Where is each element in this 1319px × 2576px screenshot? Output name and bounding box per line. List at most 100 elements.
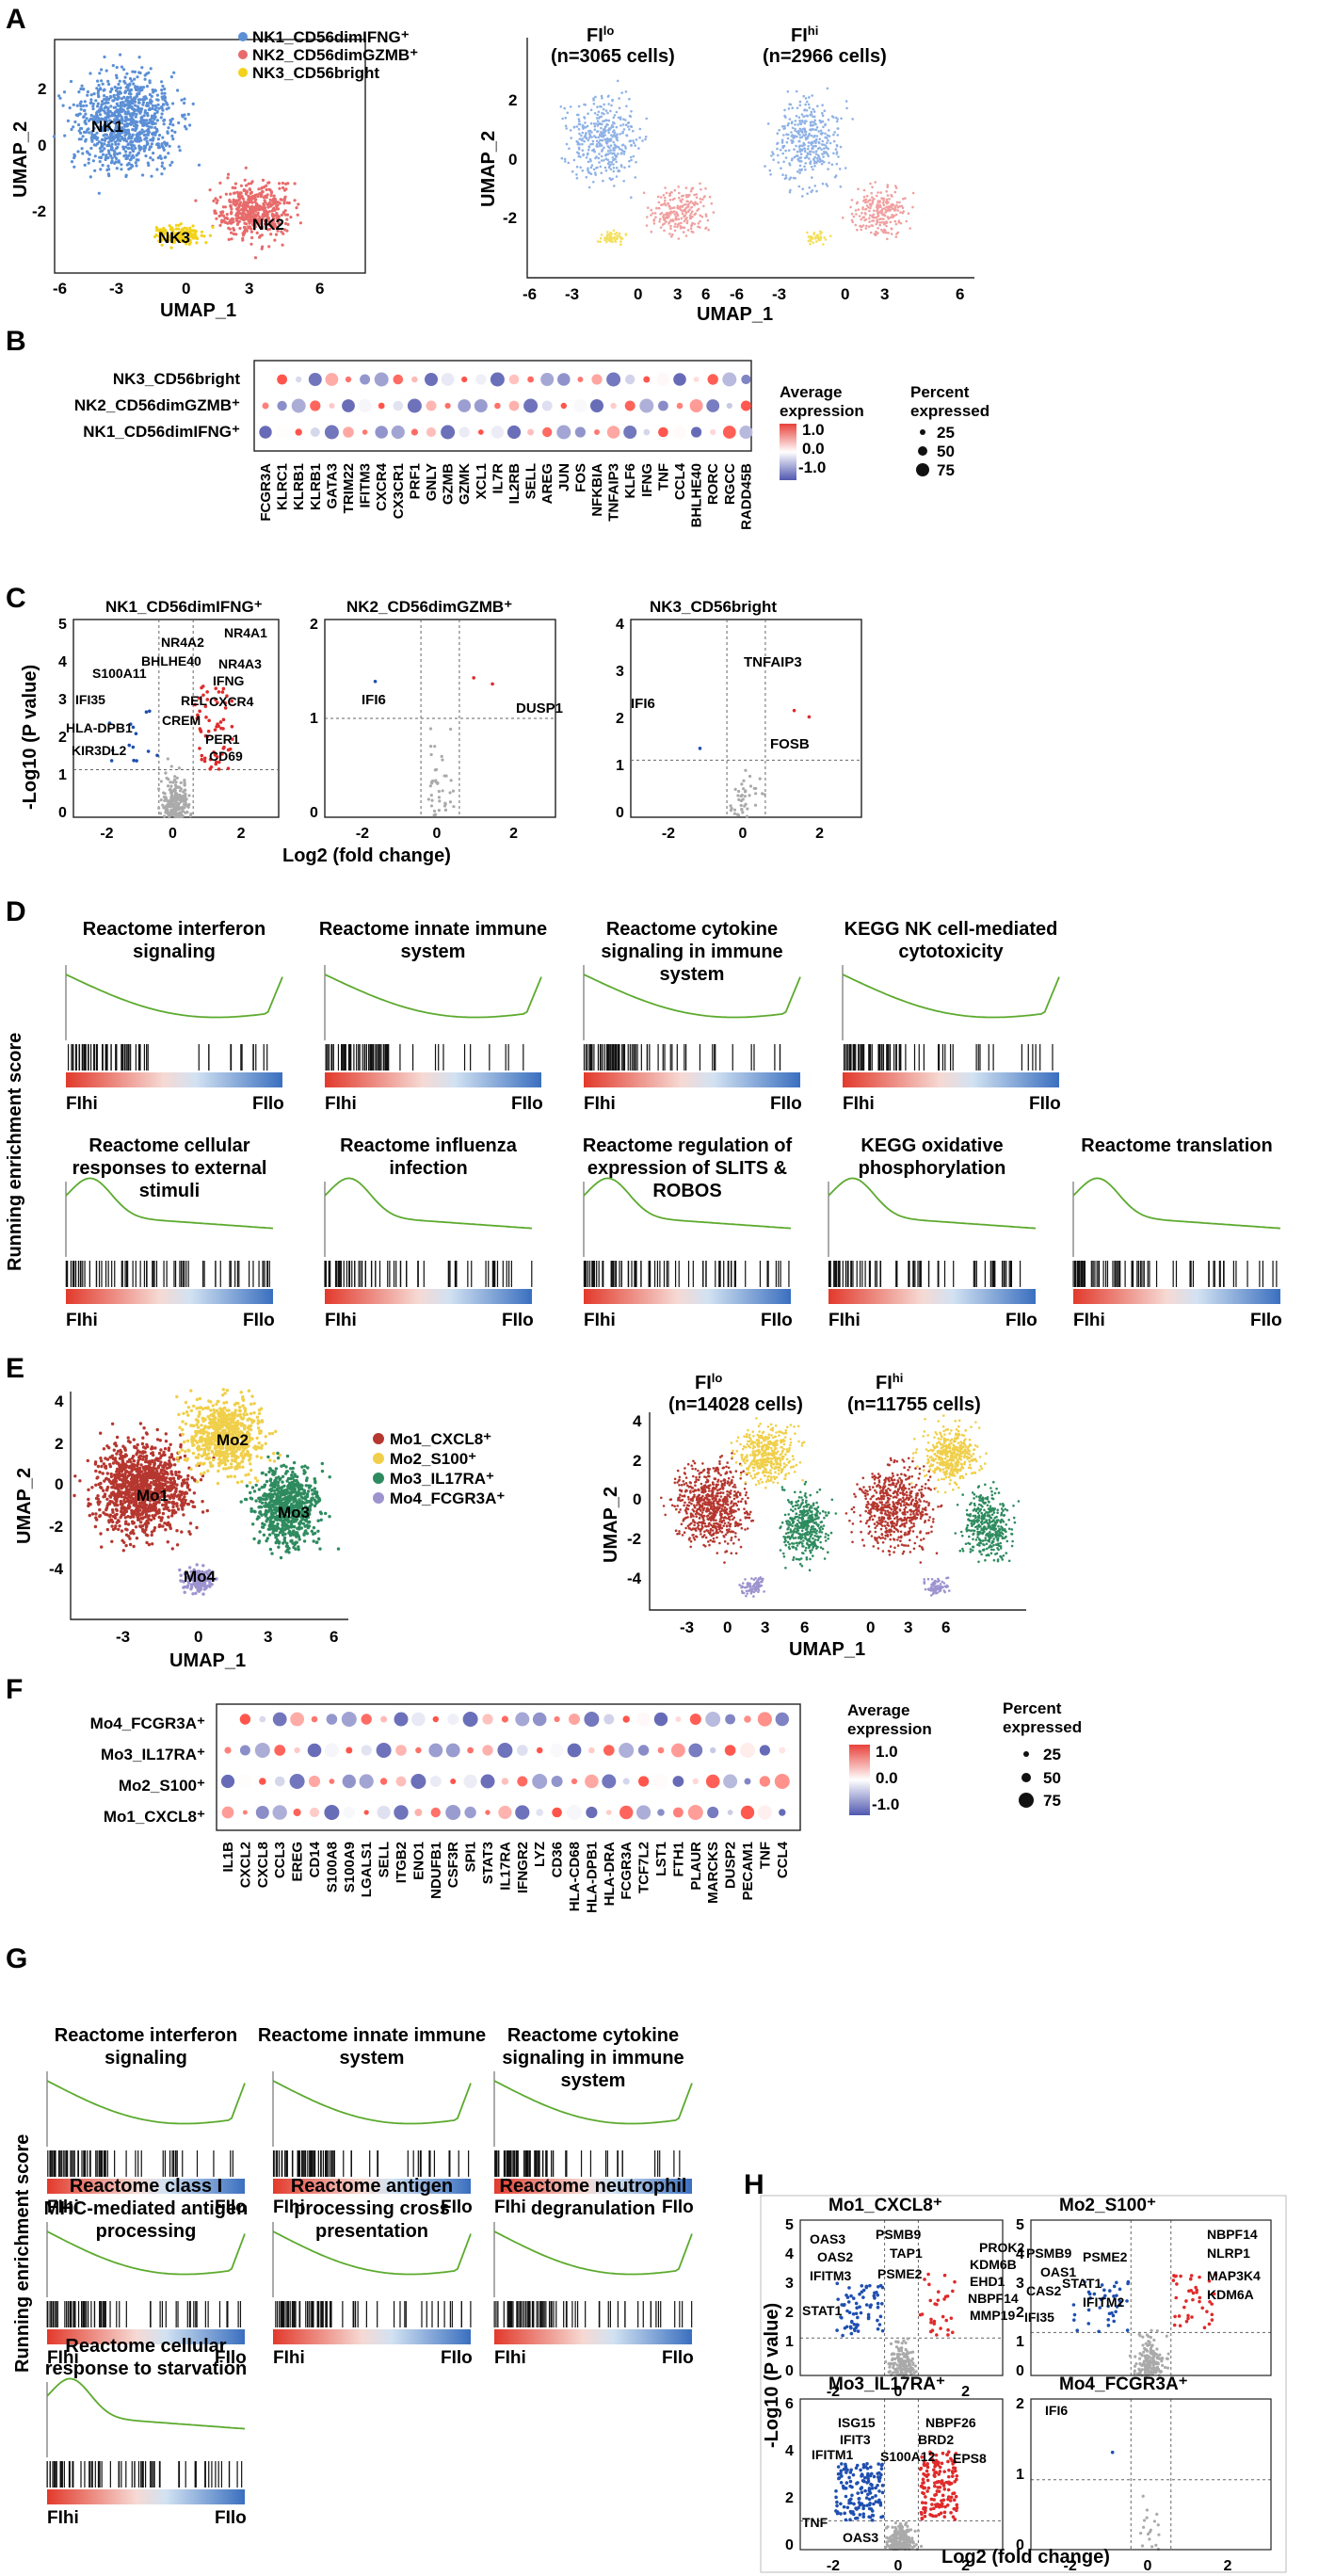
dot-f-23-2 bbox=[622, 1778, 630, 1785]
dot-b-25-0 bbox=[673, 373, 686, 386]
dot-b-19-0 bbox=[577, 377, 584, 382]
panel-h: -Log10 (P value) Log2 (fold change) Mo1_… bbox=[760, 2195, 1287, 2574]
gsea-d-row2-3-title-1: phosphorylation bbox=[859, 1158, 1006, 1179]
panel-d: Running enrichment score Reactome interf… bbox=[5, 919, 1282, 1330]
dot-f-18-0 bbox=[532, 1712, 547, 1727]
gsea-d-row2-2-title-2: ROBOS bbox=[652, 1181, 721, 1201]
volcano-c3-ytick-4: 0 bbox=[616, 805, 624, 821]
dot-f-22-0 bbox=[603, 1714, 615, 1725]
dot-f-20-0 bbox=[569, 1714, 580, 1725]
gsea-g-1-title-1: system bbox=[340, 2048, 405, 2069]
dot-f-29-1 bbox=[724, 1745, 736, 1756]
dot-f-24-3 bbox=[636, 1805, 651, 1820]
gsea-g-fi-1-right: FIlo bbox=[441, 2198, 473, 2217]
gsea-d-row2-fi-1-right: FIlo bbox=[502, 1311, 534, 1330]
umap-points-nk3 bbox=[153, 222, 215, 250]
dot-f-27-3 bbox=[687, 1805, 703, 1820]
dot-b-17-1 bbox=[541, 400, 553, 411]
volcano-c3-ytick-2: 2 bbox=[616, 711, 624, 727]
dot-f-2-2 bbox=[259, 1778, 266, 1785]
gsea-g-3-title-2: processing bbox=[96, 2221, 197, 2242]
gsea-d-row1-1-title-1: system bbox=[401, 942, 466, 962]
f-size-75: 75 bbox=[1043, 1792, 1061, 1810]
dot-b-14-0 bbox=[490, 372, 505, 387]
dot-f-22-1 bbox=[603, 1745, 615, 1756]
gene-label-b-0: FCGR3A bbox=[258, 463, 274, 522]
volcano-c1-xtick-0: -2 bbox=[100, 826, 113, 842]
dot-b-7-2 bbox=[375, 426, 389, 439]
gsea-g-6-title-0: Reactome cellular bbox=[65, 2336, 226, 2357]
dot-f-15-3 bbox=[485, 1810, 491, 1815]
volcano-h1-label-3: OAS2 bbox=[817, 2249, 853, 2264]
dot-f-5-1 bbox=[307, 1743, 322, 1758]
dot-b-22-2 bbox=[623, 426, 637, 439]
dot-f-15-0 bbox=[482, 1714, 493, 1725]
dot-f-14-3 bbox=[464, 1806, 476, 1819]
dot-f-9-2 bbox=[379, 1778, 388, 1785]
gsea-d-row1-0-title-1: signaling bbox=[133, 942, 216, 962]
dot-f-5-3 bbox=[309, 1807, 320, 1818]
gsea-g-fi-0-right: FIlo bbox=[215, 2198, 247, 2217]
f-size-50: 50 bbox=[1043, 1769, 1061, 1787]
dot-f-25-3 bbox=[657, 1809, 665, 1816]
volcano-c3-ytick-1: 3 bbox=[616, 664, 624, 680]
dot-f-4-1 bbox=[294, 1747, 300, 1754]
dot-b-0-2 bbox=[259, 426, 272, 439]
gene-label-b-5: TRIM22 bbox=[341, 463, 357, 513]
gene-label-f-26: FTH1 bbox=[670, 1842, 686, 1877]
legend-nk2: NK2_CD56dimGZMB⁺ bbox=[252, 46, 418, 64]
gene-label-b-14: IL7R bbox=[490, 463, 506, 494]
umap-e-xticks: -3 0 3 6 bbox=[116, 1628, 338, 1646]
umap-e-axes bbox=[70, 1392, 348, 1620]
gsea-d-row2-1-title-0: Reactome influenza bbox=[340, 1135, 518, 1156]
dot-b-2-0 bbox=[296, 376, 302, 383]
volcano-c1-label-7: REL bbox=[181, 693, 207, 708]
dot-b-10-1 bbox=[426, 400, 437, 411]
gsea-d-row2-2-title-1: expression of SLITS & bbox=[587, 1158, 787, 1179]
dot-b-28-1 bbox=[726, 402, 732, 410]
dot-f-30-3 bbox=[740, 1805, 755, 1820]
volcano-h3-ytick-1: 4 bbox=[785, 2443, 794, 2459]
gsea-d-row1-fi-0-left: FIhi bbox=[66, 1094, 98, 1114]
svg-text:3: 3 bbox=[673, 285, 682, 303]
split-ylabel: UMAP_2 bbox=[478, 131, 499, 207]
e-split-lo-mo4 bbox=[738, 1576, 765, 1598]
dot-b-3-0 bbox=[308, 373, 322, 386]
volcano-c2-xtick-2: 2 bbox=[509, 826, 518, 842]
svg-text:6: 6 bbox=[701, 285, 710, 303]
dot-b-3-1 bbox=[310, 400, 321, 411]
volcano-h3-title: Mo3_IL17RA⁺ bbox=[828, 2375, 945, 2394]
gene-label-f-12: NDUFB1 bbox=[428, 1842, 444, 1899]
volcano-h1-ytick-3: 2 bbox=[785, 2305, 794, 2321]
volcano-c1: NR4A2 NR4A1 BHLHE40 NR4A3 S100A11 IFNG IFI35 RE… bbox=[58, 617, 279, 842]
e-split-title-hi: FIhi bbox=[876, 1371, 903, 1394]
dot-f-17-3 bbox=[515, 1805, 530, 1820]
b-size-title-2: expressed bbox=[910, 402, 989, 420]
umap-e-split-axes bbox=[649, 1412, 1026, 1611]
dot-f-17-2 bbox=[517, 1776, 528, 1787]
gsea-d-row2-fi-3-left: FIhi bbox=[828, 1311, 861, 1330]
dot-f-16-3 bbox=[498, 1805, 512, 1820]
dot-f-29-3 bbox=[727, 1810, 733, 1815]
gsea-d-row2-0-title-2: stimuli bbox=[139, 1181, 200, 1201]
f-size-dot-50 bbox=[1021, 1773, 1031, 1782]
cluster-label-mo1: Mo1 bbox=[137, 1487, 169, 1505]
dot-b-13-1 bbox=[474, 399, 488, 412]
dot-b-11-1 bbox=[444, 402, 451, 410]
gene-label-f-18: LYZ bbox=[532, 1842, 548, 1867]
gene-label-b-20: NFKBIA bbox=[589, 463, 605, 517]
gsea-d-row1-fi-2-right: FIlo bbox=[770, 1094, 802, 1114]
gene-label-f-14: SPI1 bbox=[463, 1842, 479, 1873]
volcano-c-xlabel: Log2 (fold change) bbox=[282, 845, 451, 866]
f-cb-3: -1.0 bbox=[872, 1795, 899, 1813]
dot-f-3-2 bbox=[274, 1776, 285, 1787]
dot-f-15-1 bbox=[482, 1745, 493, 1756]
dot-b-24-2 bbox=[658, 427, 668, 438]
dot-b-9-2 bbox=[410, 428, 418, 436]
dot-f-13-2 bbox=[450, 1779, 457, 1784]
volcano-h2-ytick-0: 5 bbox=[1016, 2217, 1024, 2233]
panel-e: Mo1 Mo2 Mo3 Mo4 4 2 0 -2 -4 -3 0 3 6 UMA… bbox=[14, 1371, 1026, 1671]
